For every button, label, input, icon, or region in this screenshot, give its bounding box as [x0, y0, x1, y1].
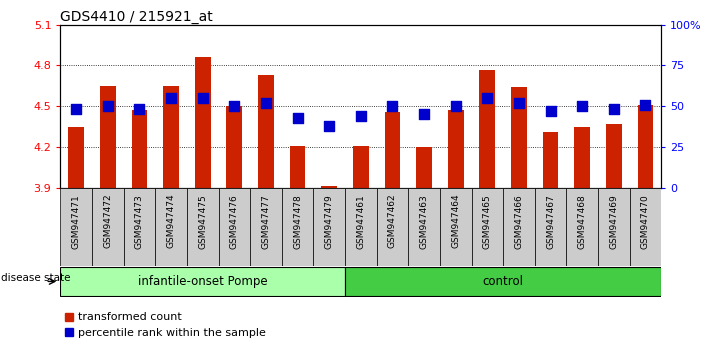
Text: GSM947474: GSM947474 — [166, 194, 176, 249]
Text: GSM947479: GSM947479 — [325, 194, 333, 249]
Text: GSM947463: GSM947463 — [419, 194, 429, 249]
Point — [418, 112, 429, 117]
Bar — [385, 112, 400, 188]
Bar — [164, 86, 179, 188]
Bar — [218, 188, 250, 266]
Point — [640, 102, 651, 107]
Bar — [598, 188, 630, 266]
Bar — [258, 75, 274, 188]
Point — [260, 100, 272, 106]
Text: GSM947471: GSM947471 — [72, 194, 81, 249]
Point — [450, 103, 461, 109]
Bar — [60, 267, 345, 296]
Bar — [408, 188, 440, 266]
Bar — [471, 188, 503, 266]
Bar — [289, 145, 306, 188]
Bar — [68, 127, 84, 188]
Text: control: control — [483, 275, 523, 288]
Bar — [440, 188, 471, 266]
Bar — [535, 188, 567, 266]
Point — [70, 107, 82, 112]
Bar — [606, 124, 621, 188]
Point — [387, 103, 398, 109]
Bar — [503, 188, 535, 266]
Point — [229, 103, 240, 109]
Bar — [416, 147, 432, 188]
Bar — [638, 105, 653, 188]
Point — [197, 95, 208, 101]
Point — [577, 103, 588, 109]
Text: GSM947468: GSM947468 — [577, 194, 587, 249]
Bar — [132, 110, 147, 188]
Bar — [574, 127, 590, 188]
Point — [356, 113, 367, 119]
Text: infantile-onset Pompe: infantile-onset Pompe — [138, 275, 267, 288]
Bar — [92, 188, 124, 266]
Point — [324, 123, 335, 129]
Point — [292, 115, 304, 120]
Bar — [100, 86, 116, 188]
Bar — [155, 188, 187, 266]
Bar — [226, 106, 242, 188]
Bar — [345, 267, 661, 296]
Text: GSM947469: GSM947469 — [609, 194, 619, 249]
Point — [513, 100, 525, 106]
Text: GSM947467: GSM947467 — [546, 194, 555, 249]
Bar — [321, 186, 337, 188]
Text: GSM947464: GSM947464 — [451, 194, 460, 249]
Bar — [630, 188, 661, 266]
Text: GSM947466: GSM947466 — [515, 194, 523, 249]
Text: GSM947461: GSM947461 — [356, 194, 365, 249]
Bar — [353, 145, 369, 188]
Point — [481, 95, 493, 101]
Point — [102, 103, 114, 109]
Text: GSM947470: GSM947470 — [641, 194, 650, 249]
Bar — [511, 87, 527, 188]
Text: GSM947462: GSM947462 — [388, 194, 397, 249]
Text: GSM947472: GSM947472 — [103, 194, 112, 249]
Legend: transformed count, percentile rank within the sample: transformed count, percentile rank withi… — [60, 308, 270, 342]
Bar — [345, 188, 377, 266]
Bar — [314, 188, 345, 266]
Text: disease state: disease state — [1, 273, 70, 283]
Bar — [377, 188, 408, 266]
Bar — [60, 188, 92, 266]
Text: GSM947475: GSM947475 — [198, 194, 207, 249]
Point — [134, 107, 145, 112]
Point — [166, 95, 177, 101]
Bar — [479, 70, 496, 188]
Bar — [567, 188, 598, 266]
Text: GDS4410 / 215921_at: GDS4410 / 215921_at — [60, 10, 213, 24]
Point — [608, 107, 619, 112]
Text: GSM947465: GSM947465 — [483, 194, 492, 249]
Bar — [282, 188, 314, 266]
Text: GSM947473: GSM947473 — [135, 194, 144, 249]
Bar — [187, 188, 218, 266]
Bar — [542, 132, 558, 188]
Point — [545, 108, 556, 114]
Bar — [448, 110, 464, 188]
Bar — [195, 57, 210, 188]
Bar — [250, 188, 282, 266]
Text: GSM947478: GSM947478 — [293, 194, 302, 249]
Text: GSM947476: GSM947476 — [230, 194, 239, 249]
Bar — [124, 188, 155, 266]
Text: GSM947477: GSM947477 — [262, 194, 270, 249]
